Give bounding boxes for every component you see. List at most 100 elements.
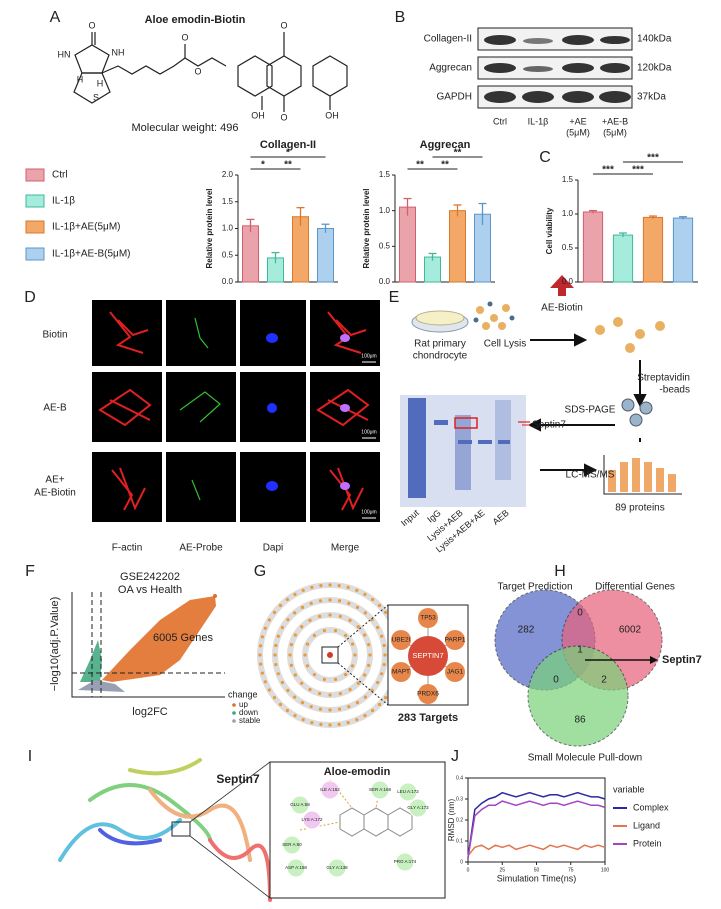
network-node: [309, 705, 313, 709]
band-label: Septin7: [532, 420, 566, 431]
residue-label: GLY A:138: [326, 865, 348, 870]
workflow-label: AE-Biotin: [541, 303, 583, 314]
network-node: [274, 662, 278, 667]
venn-count: 282: [518, 625, 535, 636]
network-node: [328, 613, 332, 617]
x-axis-label: log2FC: [132, 706, 168, 718]
ligand-diagram: [299, 779, 413, 837]
lane-label: (5μM): [566, 127, 590, 137]
network-node: [343, 633, 348, 638]
venn-count: 2: [601, 675, 607, 686]
y-tick-label: 1.0: [562, 209, 574, 218]
significance-label: *: [286, 148, 290, 159]
residue-label: LYS A:172: [302, 817, 323, 822]
network-node: [367, 643, 371, 647]
atom-label: NH: [112, 47, 125, 57]
y-axis-label: RMSD (nm): [447, 799, 456, 842]
residue: [320, 780, 340, 800]
y-axis-label: Relative protein level: [362, 188, 371, 268]
network-node: [328, 693, 332, 697]
network-node: [382, 643, 386, 648]
network-node: [343, 672, 348, 677]
y-tick-label: 0.0: [379, 277, 391, 286]
set-label: Differential Genes: [595, 582, 675, 593]
y-tick-label: 1.5: [379, 170, 391, 179]
network-node: [286, 618, 290, 622]
network-node: [346, 585, 350, 589]
network-node: [355, 588, 359, 592]
y-axis-label: −log10(adj.P.Value): [49, 597, 61, 692]
x-tick-label: 75: [568, 867, 574, 873]
network-node: [383, 653, 387, 657]
panel-letter: A: [50, 9, 61, 26]
network-node: [363, 592, 367, 596]
residue: [395, 852, 415, 872]
network-node: [328, 583, 332, 587]
network-node: [276, 672, 280, 676]
y-tick-label: 0.5: [222, 250, 234, 259]
column-label: F-actin: [112, 543, 143, 554]
protein-structure: [58, 758, 272, 902]
bar: [672, 217, 694, 283]
gel-lane-label: AEB: [491, 508, 511, 527]
network-node: [267, 688, 271, 692]
atom-label: S: [93, 92, 99, 102]
significance-label: **: [454, 148, 462, 159]
column-label: Dapi: [263, 543, 284, 554]
workflow-label: chondrocyte: [413, 351, 468, 362]
panel-letter: H: [554, 563, 566, 580]
lane-label: Ctrl: [493, 116, 507, 126]
network-node: [318, 707, 323, 711]
significance-label: **: [416, 160, 424, 171]
venn-count: 1: [577, 645, 583, 656]
atom-label: H: [77, 74, 84, 84]
network-node: [274, 643, 278, 648]
row-label: AE-B: [43, 403, 67, 414]
network-node: [348, 618, 352, 622]
atom-label: O: [194, 66, 201, 76]
network-node: [278, 603, 283, 608]
residue: [327, 858, 347, 878]
significance-label: ***: [632, 165, 644, 176]
plot-subtitle: OA vs Health: [118, 584, 182, 596]
network-node: [305, 664, 310, 668]
microscopy: [92, 300, 380, 522]
atom-label: O: [181, 32, 188, 42]
molecular-weight: Molecular weight: 496: [131, 122, 238, 134]
y-tick-label: 2.0: [222, 170, 234, 179]
network-node: [258, 653, 262, 657]
network-node: [363, 611, 367, 615]
panel-letter: C: [539, 149, 551, 166]
network: [257, 582, 403, 728]
y-tick-label: 0.1: [456, 838, 463, 844]
x-tick-label: 100: [601, 867, 610, 873]
node: [418, 608, 438, 628]
network-node: [322, 629, 327, 633]
legend-label: Protein: [633, 838, 662, 848]
legend-label: stable: [239, 716, 261, 725]
network-node: [319, 583, 323, 588]
legend-label: Complex: [633, 802, 669, 812]
ligand-label: Aloe-emodin: [324, 766, 391, 778]
panel-letter: I: [28, 748, 32, 765]
workflow-label: Rat primary: [414, 339, 466, 350]
network-node: [328, 723, 332, 727]
molecule-title: Aloe emodin-Biotin: [145, 14, 246, 26]
hub-label: SEPTIN7: [412, 651, 443, 660]
protein-label: Collagen-II: [424, 34, 472, 45]
volcano: [78, 594, 217, 692]
network-node: [371, 708, 375, 713]
column-label: Merge: [331, 543, 360, 554]
residue: [370, 780, 390, 800]
legend-label: down: [239, 708, 258, 717]
network-node: [356, 681, 360, 685]
network-node: [376, 680, 380, 685]
node-label: MAPT: [392, 669, 410, 676]
network-node: [319, 722, 323, 727]
workflow-label: 89 proteins: [615, 503, 664, 514]
network-node: [308, 688, 312, 692]
atom-label: O: [280, 112, 287, 122]
y-tick-label: 0.0: [562, 277, 574, 286]
y-tick-label: 1.0: [222, 224, 234, 233]
panel-letter: E: [389, 289, 400, 306]
